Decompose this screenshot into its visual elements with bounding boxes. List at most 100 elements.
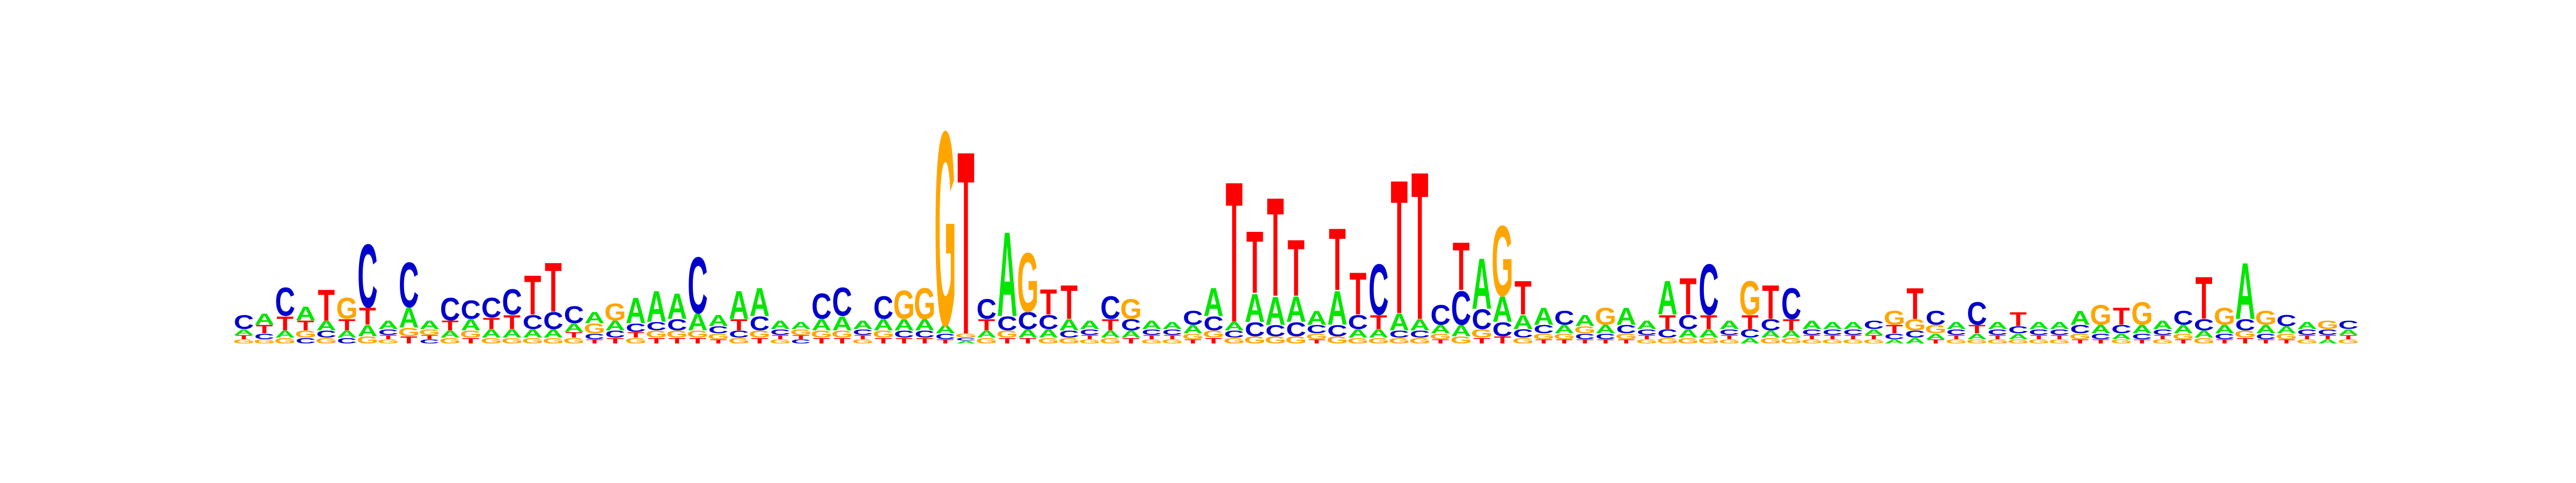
logo-letter-C: C (2132, 332, 2153, 341)
logo-letter-A: A (2297, 320, 2317, 332)
logo-letter-A: A (2111, 332, 2132, 341)
logo-letter-T: T (2010, 308, 2027, 331)
logo-letter-C: C (1967, 295, 1987, 331)
logo-letter-A: A (1410, 316, 1430, 334)
logo-letter-A: A (1616, 303, 1636, 330)
logo-letter-A: A (1596, 323, 1616, 336)
logo-letter-C: C (1245, 318, 1265, 341)
logo-letter-G: G (1491, 205, 1513, 318)
logo-letter-A: A (2235, 246, 2256, 336)
logo-letter-T: T (1040, 281, 1057, 322)
logo-letter-T: T (565, 331, 582, 340)
logo-letter-A: A (626, 290, 646, 331)
logo-letter-A: A (1823, 320, 1843, 332)
logo-letter-C: C (832, 280, 852, 325)
logo-letter-T: T (545, 249, 562, 327)
logo-letter-A: A (1038, 327, 1059, 341)
logo-letter-G: G (2007, 338, 2029, 345)
logo-letter-G: G (1450, 335, 1472, 346)
logo-letter-G: G (1884, 306, 1905, 329)
logo-letter-G: G (2214, 303, 2235, 330)
logo-letter-T: T (627, 331, 645, 340)
logo-stacks: GTACGCTAGATCCGTAGCATCATGGATCGTCATGACCTGA… (233, 73, 2359, 389)
logo-letter-C: C (1121, 316, 1141, 334)
logo-letter-T: T (2092, 338, 2110, 345)
logo-letter-G: G (316, 336, 337, 346)
logo-letter-C: C (997, 312, 1018, 335)
logo-letter-G: G (666, 329, 687, 340)
logo-letter-A: A (1554, 323, 1575, 336)
logo-letter-T: T (483, 314, 500, 332)
logo-letter-C: C (254, 332, 275, 341)
logo-letter-G: G (625, 336, 646, 346)
logo-letter-G: G (480, 336, 502, 346)
logo-letter-T: T (318, 281, 335, 330)
logo-letter-C: C (1059, 329, 1079, 340)
logo-letter-C: C (460, 295, 481, 325)
logo-letter-C: C (1575, 332, 1595, 341)
logo-letter-A: A (254, 310, 275, 328)
logo-letter-G: G (1801, 338, 1823, 345)
logo-letter-A: A (1224, 320, 1245, 333)
logo-letter-T: T (2072, 338, 2089, 345)
logo-letter-T: T (2340, 334, 2357, 341)
logo-letter-A: A (419, 318, 440, 332)
logo-letter-C: C (2029, 327, 2049, 336)
logo-letter-T: T (1886, 323, 1903, 336)
logo-letter-T: T (1246, 213, 1263, 312)
logo-letter-G: G (1120, 294, 1141, 325)
logo-letter-C: C (977, 294, 997, 325)
logo-letter-C: C (1018, 308, 1038, 334)
logo-letter-C: C (1657, 327, 1678, 341)
logo-letter-A: A (316, 318, 336, 333)
logo-letter-C: C (481, 292, 502, 324)
logo-letter-T: T (1824, 334, 1841, 341)
logo-letter-A: A (646, 282, 667, 331)
logo-letter-G: G (1327, 335, 1348, 346)
logo-letter-A: A (2318, 338, 2338, 345)
logo-letter-C: C (1307, 323, 1327, 336)
logo-letter-G: G (2296, 338, 2318, 345)
logo-letter-C: C (791, 338, 811, 345)
logo-letter-C: C (2050, 327, 2070, 336)
logo-letter-G: G (1966, 338, 1988, 345)
logo-letter-A: A (1905, 336, 1926, 346)
logo-letter-T: T (1081, 334, 1099, 341)
logo-letter-T: T (2319, 334, 2336, 341)
logo-letter-T: T (1163, 334, 1181, 341)
logo-letter-C: C (1430, 300, 1451, 331)
logo-letter-T: T (462, 336, 479, 346)
logo-letter-T: T (400, 335, 418, 346)
logo-letter-C: C (316, 329, 336, 340)
logo-letter-G: G (2275, 332, 2297, 341)
logo-letter-C: C (1987, 327, 2008, 336)
logo-letter-A: A (1637, 318, 1657, 332)
logo-letter-T: T (1267, 169, 1284, 326)
logo-letter-A: A (1327, 281, 1348, 335)
logo-letter-C: C (729, 329, 749, 340)
logo-letter-T: T (1783, 316, 1800, 334)
logo-letter-C: C (1823, 327, 1843, 336)
logo-letter-T: T (379, 334, 397, 341)
logo-letter-C: C (2153, 327, 2173, 336)
